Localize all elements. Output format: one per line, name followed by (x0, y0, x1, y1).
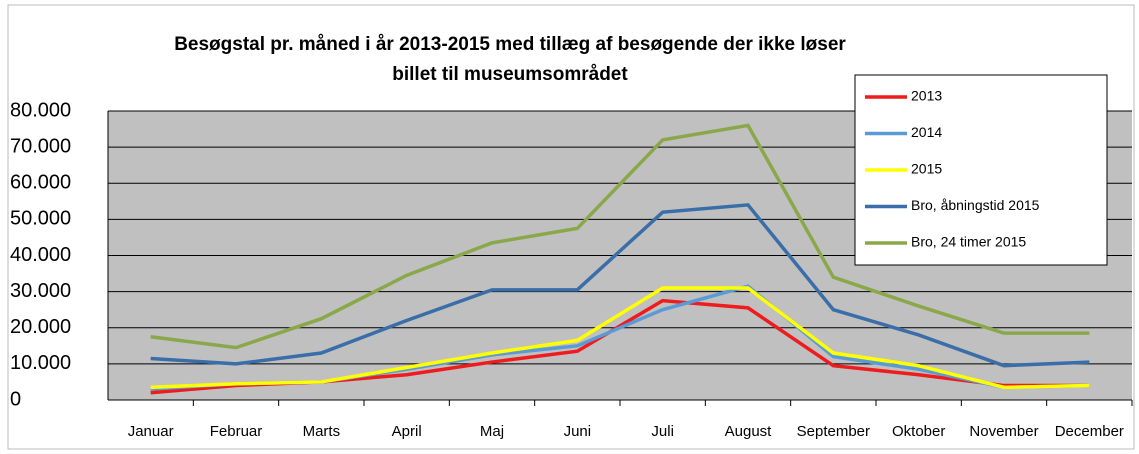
x-tick-label: August (725, 423, 773, 440)
chart-title: Besøgstal pr. måned i år 2013-2015 med t… (174, 34, 846, 85)
y-tick-label: 60.000 (10, 172, 71, 194)
legend-label: 2013 (911, 88, 942, 104)
series-line (150, 123, 1090, 350)
legend-label: Bro, åbningstid 2015 (911, 197, 1040, 213)
y-tick-label: 80.000 (10, 99, 71, 121)
y-tick-label: 20.000 (10, 316, 71, 338)
y-tick-label: 10.000 (10, 352, 71, 374)
x-tick-label: September (797, 423, 870, 440)
x-tick-label: Marts (303, 423, 341, 440)
x-tick-label: Oktober (892, 423, 945, 440)
x-tick-label: December (1055, 423, 1124, 440)
y-tick-label: 0 (10, 388, 21, 410)
legend-label: Bro, 24 timer 2015 (911, 234, 1026, 250)
y-tick-label: 40.000 (10, 244, 71, 266)
x-tick-label: Februar (210, 423, 263, 440)
x-tick-label: Juni (564, 423, 592, 440)
x-tick-label: Juli (651, 423, 674, 440)
legend-label: 2014 (911, 124, 942, 140)
x-tick-label: Januar (128, 423, 174, 440)
y-tick-label: 70.000 (10, 135, 71, 157)
y-tick-label: 30.000 (10, 280, 71, 302)
legend-label: 2015 (911, 161, 942, 177)
x-tick-label: Maj (480, 423, 504, 440)
y-tick-label: 50.000 (10, 208, 71, 230)
x-tick-label: April (392, 423, 422, 440)
x-tick-label: November (969, 423, 1038, 440)
series-line (150, 203, 1090, 368)
series-line (150, 286, 1090, 390)
